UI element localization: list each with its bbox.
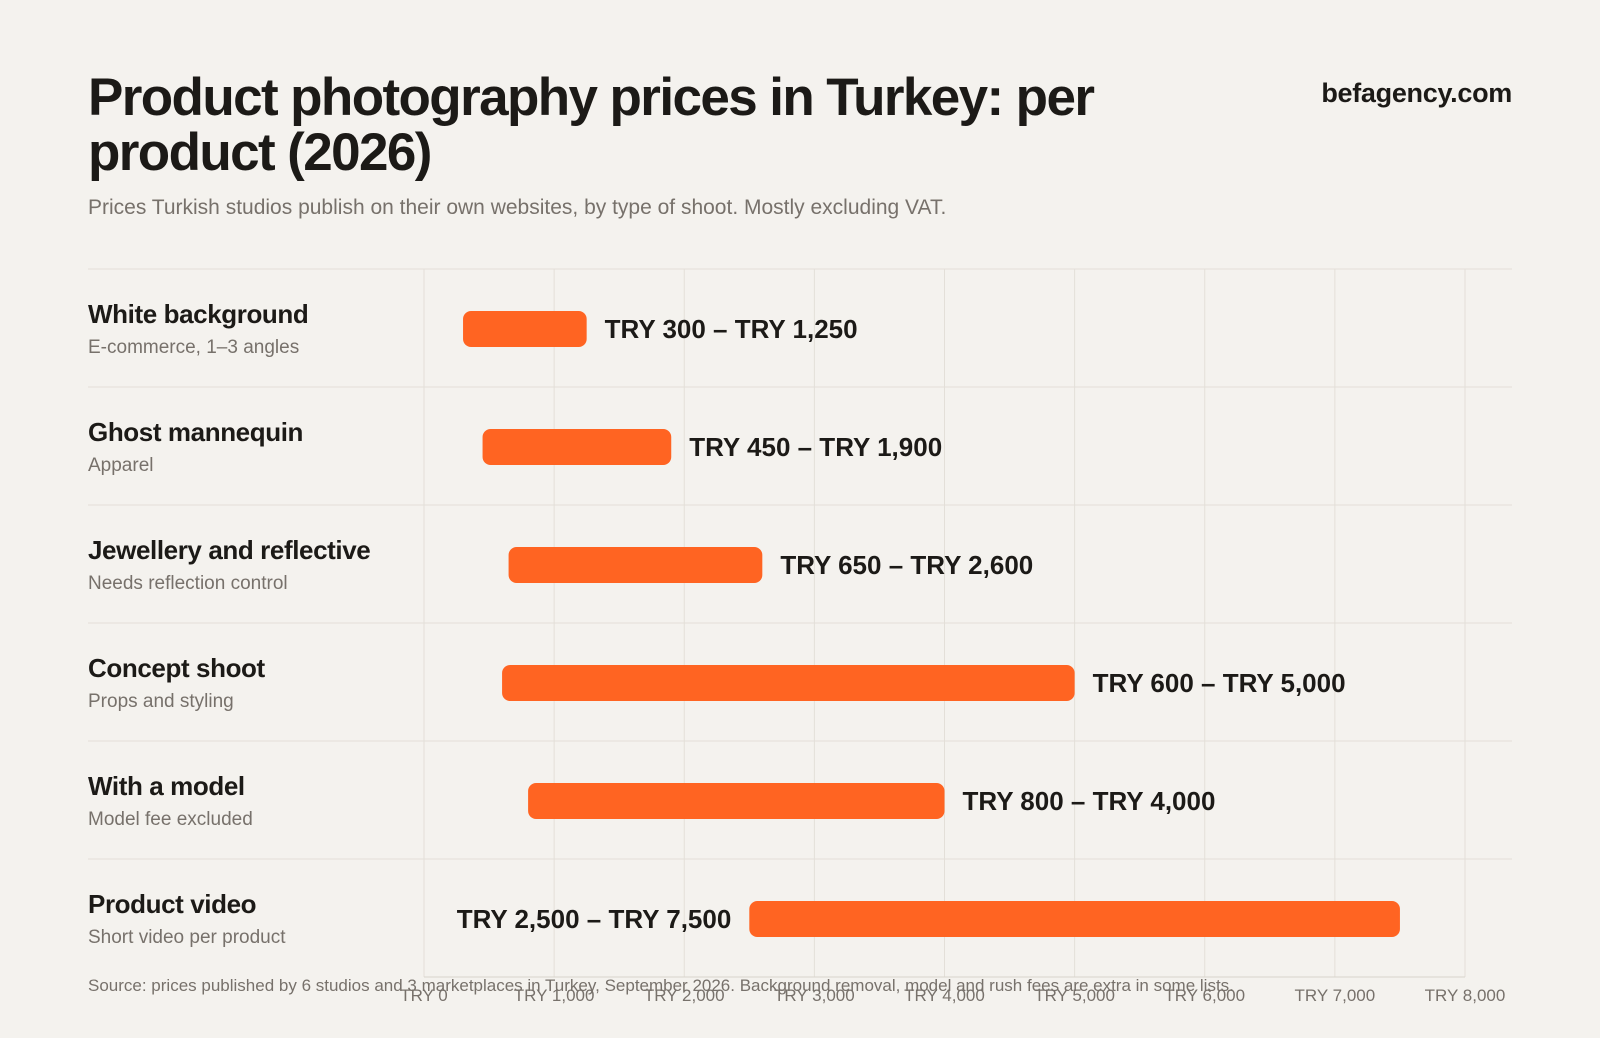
range-label: TRY 600 – TRY 5,000 xyxy=(1093,668,1346,698)
range-label: TRY 650 – TRY 2,600 xyxy=(780,550,1033,580)
x-tick-label: TRY 2,000 xyxy=(644,986,725,1005)
category-note: Apparel xyxy=(88,455,154,476)
category-note: Model fee excluded xyxy=(88,809,253,830)
range-bar xyxy=(749,901,1400,937)
range-bar xyxy=(528,783,945,819)
range-bar xyxy=(502,665,1075,701)
x-tick-label: TRY 0 xyxy=(400,986,448,1005)
brand-name: befagency.com xyxy=(1321,78,1512,108)
category-label: Concept shoot xyxy=(88,653,266,683)
x-tick-label: TRY 3,000 xyxy=(774,986,855,1005)
x-tick-label: TRY 6,000 xyxy=(1164,986,1245,1005)
category-label: With a model xyxy=(88,771,245,801)
x-tick-label: TRY 5,000 xyxy=(1034,986,1115,1005)
x-tick-label: TRY 1,000 xyxy=(514,986,595,1005)
x-tick-label: TRY 7,000 xyxy=(1295,986,1376,1005)
category-note: Short video per product xyxy=(88,927,286,948)
range-label: TRY 450 – TRY 1,900 xyxy=(689,432,942,462)
range-bar xyxy=(463,311,587,347)
category-note: E-commerce, 1–3 angles xyxy=(88,337,299,358)
range-bar xyxy=(482,429,672,465)
chart-title: Product photography prices in Turkey: pe… xyxy=(88,68,1095,182)
x-tick-label: TRY 8,000 xyxy=(1425,986,1506,1005)
category-label: Jewellery and reflective xyxy=(88,535,370,565)
category-note: Needs reflection control xyxy=(88,573,288,594)
category-label: White background xyxy=(88,299,308,329)
range-label: TRY 300 – TRY 1,250 xyxy=(605,314,858,344)
category-label: Ghost mannequin xyxy=(88,417,303,447)
range-bar xyxy=(508,547,763,583)
category-note: Props and styling xyxy=(88,691,234,712)
chart-subtitle: Prices Turkish studios publish on their … xyxy=(88,196,947,219)
x-tick-label: TRY 4,000 xyxy=(904,986,985,1005)
source-note: Source: prices published by 6 studios an… xyxy=(88,976,1234,995)
category-label: Product video xyxy=(88,889,256,919)
range-label: TRY 2,500 – TRY 7,500 xyxy=(457,904,732,934)
range-label: TRY 800 – TRY 4,000 xyxy=(963,786,1216,816)
